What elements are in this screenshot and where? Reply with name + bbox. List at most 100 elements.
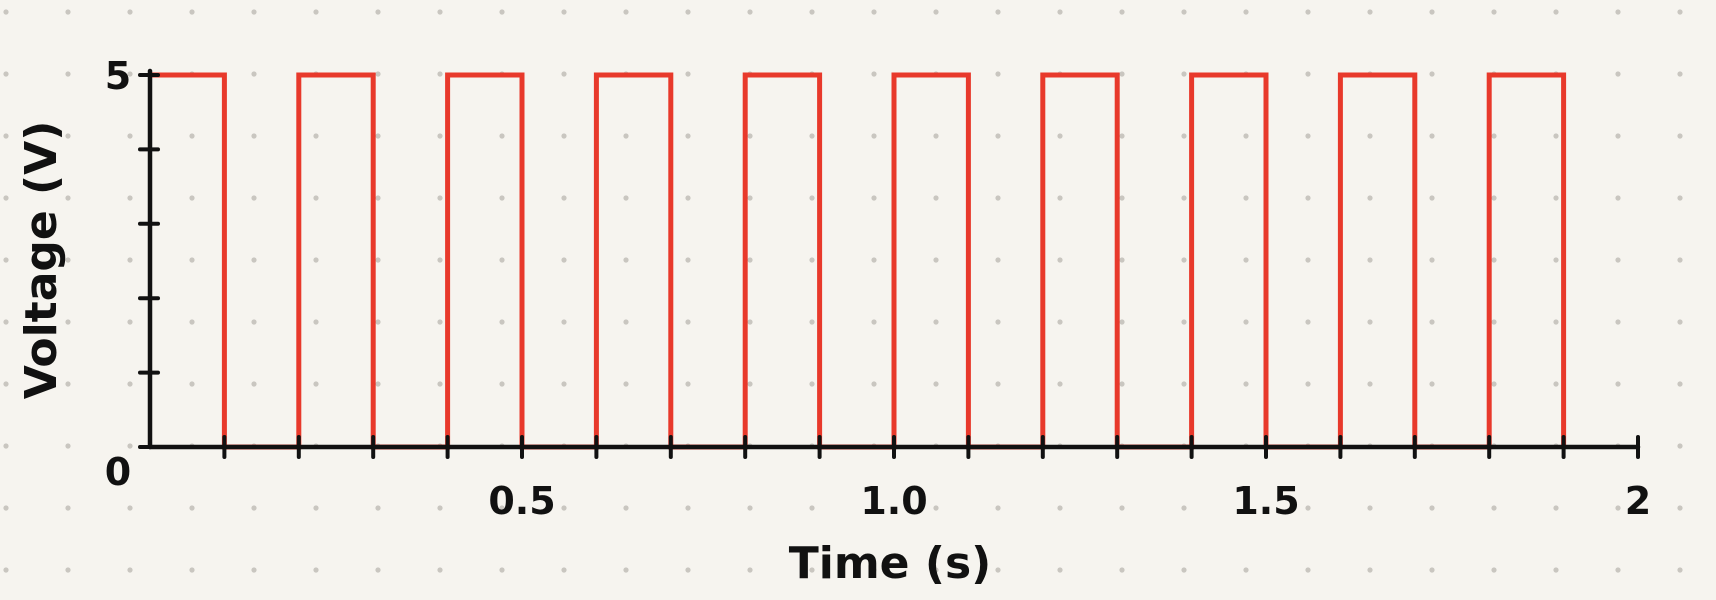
paper-dot bbox=[1181, 195, 1187, 201]
paper-dot bbox=[1677, 319, 1683, 325]
paper-dot bbox=[561, 71, 567, 77]
paper-dot bbox=[995, 381, 1001, 387]
paper-dot bbox=[623, 195, 629, 201]
paper-dot bbox=[251, 567, 257, 573]
paper-dot bbox=[251, 257, 257, 263]
paper-dot bbox=[251, 381, 257, 387]
paper-dot bbox=[747, 133, 753, 139]
paper-dot bbox=[1615, 195, 1621, 201]
paper-dot bbox=[809, 257, 815, 263]
paper-dot bbox=[809, 133, 815, 139]
paper-dot bbox=[685, 319, 691, 325]
paper-dot bbox=[127, 71, 133, 77]
paper-dot bbox=[1491, 319, 1497, 325]
paper-dot bbox=[437, 71, 443, 77]
paper-dot bbox=[189, 567, 195, 573]
paper-dot bbox=[747, 195, 753, 201]
series-line-0 bbox=[150, 72, 1567, 450]
x-tick-label: 1.5 bbox=[1232, 479, 1299, 523]
paper-dot bbox=[1615, 71, 1621, 77]
paper-dot bbox=[189, 257, 195, 263]
paper-dot bbox=[251, 319, 257, 325]
paper-dot bbox=[189, 319, 195, 325]
paper-dot bbox=[1305, 505, 1311, 511]
paper-dot bbox=[251, 133, 257, 139]
paper-dot bbox=[933, 381, 939, 387]
paper-dot bbox=[127, 567, 133, 573]
paper-dot bbox=[1243, 505, 1249, 511]
paper-dot bbox=[871, 133, 877, 139]
paper-dot bbox=[1491, 505, 1497, 511]
paper-dot bbox=[3, 133, 9, 139]
paper-dot bbox=[251, 195, 257, 201]
paper-dot bbox=[685, 133, 691, 139]
paper-dot bbox=[1553, 257, 1559, 263]
y-axis-label: Voltage (V) bbox=[16, 121, 67, 400]
paper-dot bbox=[437, 257, 443, 263]
paper-dot bbox=[933, 195, 939, 201]
paper-dot bbox=[313, 567, 319, 573]
paper-dot bbox=[1615, 257, 1621, 263]
paper-dot bbox=[1553, 381, 1559, 387]
paper-dot bbox=[65, 567, 71, 573]
paper-dot bbox=[313, 133, 319, 139]
paper-dot bbox=[561, 133, 567, 139]
paper-dot bbox=[189, 505, 195, 511]
paper-dot bbox=[1615, 505, 1621, 511]
paper-dot bbox=[375, 381, 381, 387]
paper-dot bbox=[1181, 505, 1187, 511]
paper-dot bbox=[1305, 133, 1311, 139]
paper-dot bbox=[499, 9, 505, 15]
paper-dot bbox=[65, 71, 71, 77]
paper-dot bbox=[623, 319, 629, 325]
paper-dot bbox=[1305, 9, 1311, 15]
paper-dot bbox=[747, 381, 753, 387]
paper-dot bbox=[1057, 567, 1063, 573]
paper-dot bbox=[1057, 257, 1063, 263]
paper-dot bbox=[933, 319, 939, 325]
y-tick-label: 0 bbox=[105, 450, 131, 494]
y-tick-label: 5 bbox=[105, 54, 131, 98]
paper-dot bbox=[1367, 505, 1373, 511]
paper-dot bbox=[65, 133, 71, 139]
paper-dot bbox=[561, 319, 567, 325]
paper-dot bbox=[189, 381, 195, 387]
paper-dot bbox=[65, 443, 71, 449]
paper-dot bbox=[1553, 195, 1559, 201]
paper-dot bbox=[1429, 133, 1435, 139]
paper-dot bbox=[1119, 319, 1125, 325]
paper-dot bbox=[1305, 257, 1311, 263]
paper-dot bbox=[127, 133, 133, 139]
paper-dot bbox=[871, 567, 877, 573]
paper-dot bbox=[3, 567, 9, 573]
paper-dot bbox=[685, 567, 691, 573]
paper-dot bbox=[1367, 195, 1373, 201]
paper-dot bbox=[251, 505, 257, 511]
paper-dot bbox=[1181, 567, 1187, 573]
paper-dot bbox=[437, 505, 443, 511]
paper-dot bbox=[1491, 381, 1497, 387]
paper-dot bbox=[1305, 195, 1311, 201]
paper-dot bbox=[65, 257, 71, 263]
paper-dot bbox=[747, 505, 753, 511]
paper-dot bbox=[561, 9, 567, 15]
paper-dot bbox=[1057, 133, 1063, 139]
paper-dot bbox=[871, 9, 877, 15]
paper-dot bbox=[1181, 381, 1187, 387]
paper-dot bbox=[65, 381, 71, 387]
paper-dot bbox=[1677, 133, 1683, 139]
labels: Time (s) Voltage (V) 0.5 1.0 1.5 2 0 5 bbox=[16, 54, 1651, 589]
paper-dot bbox=[995, 71, 1001, 77]
paper-dot bbox=[1553, 567, 1559, 573]
x-axis-label: Time (s) bbox=[789, 538, 992, 589]
paper-dot bbox=[375, 133, 381, 139]
paper-dot bbox=[1181, 257, 1187, 263]
paper-dot bbox=[685, 195, 691, 201]
paper-dot bbox=[251, 71, 257, 77]
paper-dot bbox=[685, 381, 691, 387]
paper-dot bbox=[65, 319, 71, 325]
paper-dot bbox=[1243, 257, 1249, 263]
paper-dot bbox=[623, 133, 629, 139]
paper-dot bbox=[1367, 567, 1373, 573]
paper-dot bbox=[313, 319, 319, 325]
